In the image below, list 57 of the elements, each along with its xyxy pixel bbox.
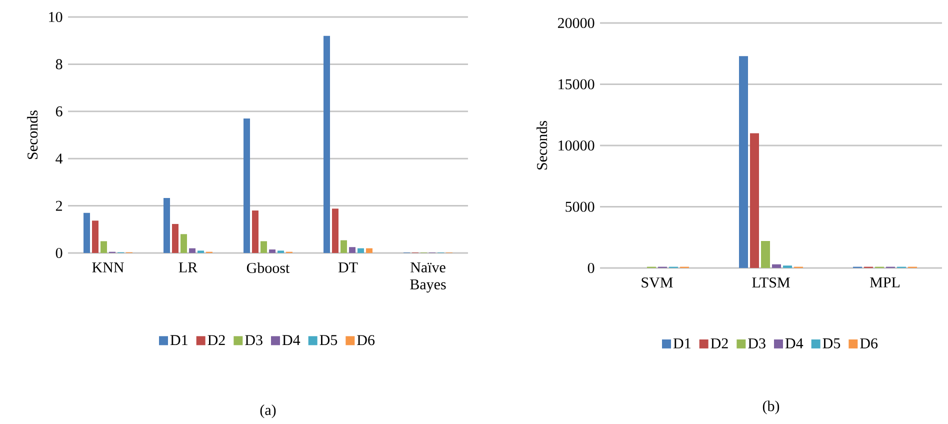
legend-label: D1 — [673, 338, 690, 348]
bar — [358, 248, 364, 253]
legend-label: D4 — [282, 335, 300, 346]
legend-label: D2 — [208, 335, 225, 346]
bar — [189, 248, 196, 253]
bar — [783, 266, 792, 268]
legend-label: D6 — [860, 338, 878, 348]
x-tick-label: LTSM — [752, 277, 790, 288]
legend-label: D3 — [245, 335, 262, 346]
legend-label: D4 — [785, 338, 804, 348]
y-tick-label: 10 — [49, 12, 62, 22]
legend-label: D5 — [822, 338, 840, 348]
y-tick-label: 0 — [588, 262, 594, 274]
x-tick-label: SVM — [642, 277, 673, 288]
bar — [260, 241, 268, 253]
bar — [739, 56, 748, 268]
x-tick-label: Naïve Bayes — [410, 262, 446, 293]
y-axis-title: Seconds — [536, 121, 548, 170]
text: (b) — [762, 400, 780, 414]
bar — [244, 118, 250, 253]
bar — [100, 241, 108, 253]
bar — [92, 220, 99, 253]
bar — [84, 212, 90, 253]
legend-label: D3 — [748, 338, 766, 348]
bar — [252, 210, 258, 253]
bar — [750, 133, 760, 268]
x-tick-label: DT — [338, 262, 358, 272]
y-tick-label: 15000 — [558, 79, 594, 90]
y-tick-label: 5000 — [566, 202, 594, 212]
x-tick-label: MPL — [870, 277, 900, 288]
x-tick-label: Gboost — [246, 262, 290, 274]
y-tick-label: 2 — [56, 200, 62, 211]
legend-label: D6 — [357, 335, 375, 346]
bar — [164, 198, 170, 253]
bar — [366, 248, 372, 253]
y-tick-label: 4 — [56, 154, 63, 164]
y-tick-label: 0 — [56, 248, 62, 258]
legend-label: D1 — [170, 335, 188, 346]
bar — [332, 208, 338, 253]
x-tick-label: KNN — [92, 262, 124, 272]
bar — [340, 240, 347, 253]
legend-label: D5 — [320, 335, 338, 346]
y-tick-label: 10000 — [558, 140, 594, 151]
text: (a) — [260, 404, 276, 418]
y-tick-label: 20000 — [558, 18, 594, 28]
bar — [772, 264, 782, 268]
bar — [180, 234, 187, 253]
bar — [761, 241, 770, 268]
bar — [172, 224, 178, 253]
x-tick-label: LR — [178, 262, 198, 272]
y-tick-label: 8 — [56, 59, 62, 70]
legend-label: D2 — [710, 338, 728, 348]
bar — [324, 36, 330, 253]
bar — [269, 249, 276, 253]
bar — [349, 247, 356, 253]
y-tick-label: 6 — [56, 106, 62, 116]
y-axis-title: Seconds — [27, 110, 38, 159]
